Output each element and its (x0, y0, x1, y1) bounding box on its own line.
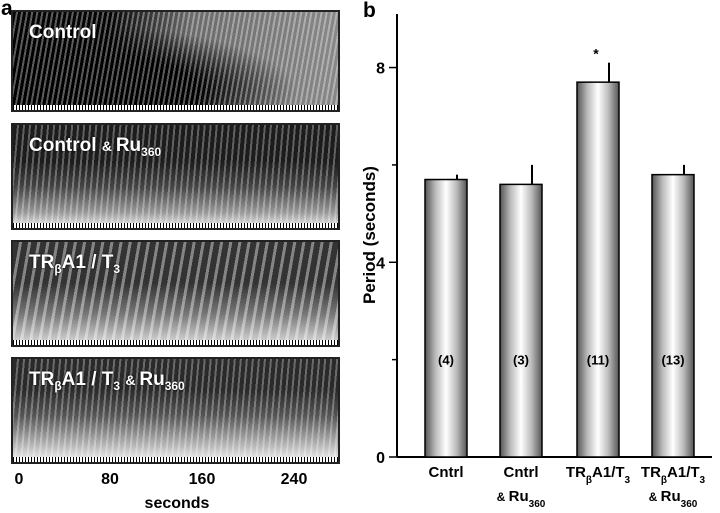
bar (651, 173, 695, 458)
y-axis-title: Period (seconds) (360, 166, 379, 304)
panel-a-label: a (1, 0, 13, 20)
kymograph-image (13, 12, 338, 110)
n-label: (13) (661, 353, 684, 368)
kymograph-image (13, 125, 338, 228)
x-category-label: & Ru360 (649, 488, 698, 510)
kymograph-image (13, 359, 338, 462)
kymograph-control: Control (11, 10, 340, 112)
bar (499, 183, 543, 458)
n-label: (3) (513, 353, 529, 368)
y-tick-label: 0 (376, 450, 385, 467)
kymograph-label: TRβA1 / T3 & Ru360 (29, 369, 185, 393)
x-category-label: TRβA1/T3 (566, 464, 631, 486)
time-ticks (13, 340, 338, 345)
x-category-label: Cntrl (429, 464, 464, 481)
x-category-label: & Ru360 (497, 488, 546, 510)
kymograph-image (13, 242, 338, 345)
n-label: (4) (438, 353, 454, 368)
x-category-label: Cntrl (504, 464, 539, 481)
kymograph-trba1-t3-ru360: TRβA1 / T3 & Ru360 (11, 357, 340, 464)
y-tick-label: 8 (376, 61, 385, 78)
time-ticks (13, 105, 338, 110)
time-ticks (13, 457, 338, 462)
kymograph-label: TRβA1 / T3 (29, 252, 121, 276)
panel-b-label: b (363, 0, 376, 22)
kymograph-trba1-t3: TRβA1 / T3 (11, 240, 340, 347)
time-ticks (13, 223, 338, 228)
x-tick-label: 80 (101, 471, 119, 488)
kymograph-label: Control (29, 22, 97, 43)
bar (424, 178, 468, 458)
x-tick-label: 160 (188, 471, 216, 488)
n-label: (11) (587, 353, 609, 368)
x-tick-label: 0 (14, 471, 24, 488)
x-tick-label: 240 (280, 471, 308, 488)
x-category-label: TRβA1/T3 (641, 464, 706, 486)
x-axis-title: seconds (144, 495, 210, 512)
bar (576, 81, 620, 458)
kymograph-label: Control & Ru360 (29, 135, 162, 159)
kymograph-control-ru360: Control & Ru360 (11, 123, 340, 230)
significance-marker: * (593, 46, 599, 62)
y-tick-label: 4 (376, 255, 385, 272)
